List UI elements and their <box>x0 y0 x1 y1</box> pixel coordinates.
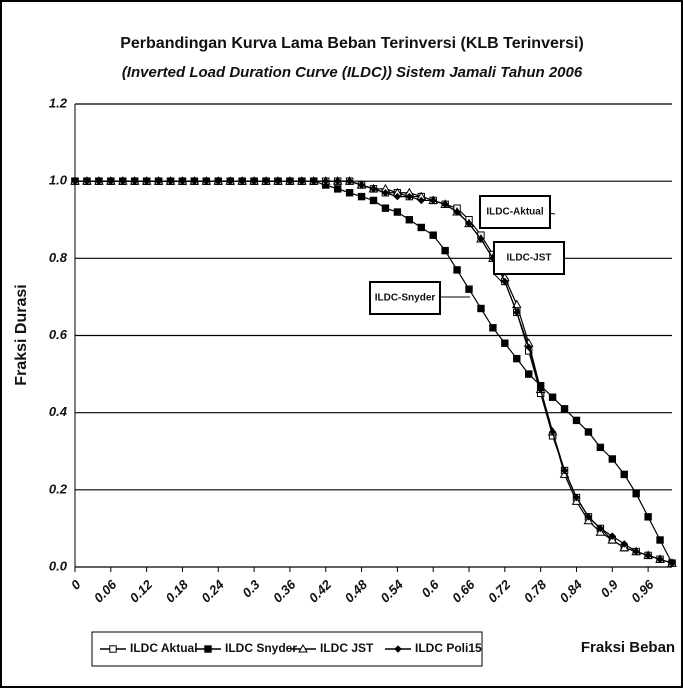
y-tick-label: 1.0 <box>49 173 68 188</box>
annotation: ILDC-Aktual <box>486 207 543 218</box>
legend-marker <box>205 646 211 652</box>
chart-subtitle: (Inverted Load Duration Curve (ILDC)) Si… <box>122 64 583 81</box>
y-tick-label: 0.0 <box>49 558 68 573</box>
annotation: ILDC-JST <box>507 253 552 264</box>
point <box>514 355 520 361</box>
point <box>394 209 400 215</box>
point <box>478 305 484 311</box>
point <box>502 340 508 346</box>
point <box>621 471 627 477</box>
point <box>633 490 639 496</box>
point <box>454 267 460 273</box>
point <box>573 417 579 423</box>
point <box>490 325 496 331</box>
point <box>609 456 615 462</box>
point <box>418 224 424 230</box>
point <box>346 190 352 196</box>
y-axis-label: Fraksi Durasi <box>13 284 30 385</box>
point <box>561 406 567 412</box>
point <box>382 205 388 211</box>
point <box>585 429 591 435</box>
legend-label: ILDC JST <box>320 641 374 655</box>
point <box>466 286 472 292</box>
point <box>370 197 376 203</box>
point <box>657 537 663 543</box>
chart-title: Perbandingan Kurva Lama Beban Terinversi… <box>120 35 584 52</box>
y-tick-label: 0.6 <box>49 327 68 342</box>
legend-label: ILDC Aktual <box>130 641 198 655</box>
point <box>645 514 651 520</box>
chart: Perbandingan Kurva Lama Beban Terinversi… <box>0 0 683 688</box>
legend-label: ILDC Poli15 <box>415 641 482 655</box>
point <box>597 444 603 450</box>
legend-marker <box>110 646 116 652</box>
y-tick-label: 1.2 <box>49 95 68 110</box>
legend-label: ILDC Snyder <box>225 641 297 655</box>
point <box>334 186 340 192</box>
annotation: ILDC-Snyder <box>375 293 436 304</box>
x-axis-label: Fraksi Beban <box>581 639 675 656</box>
point <box>358 193 364 199</box>
point <box>430 232 436 238</box>
point <box>442 247 448 253</box>
point <box>526 371 532 377</box>
point <box>406 217 412 223</box>
y-tick-label: 0.2 <box>49 481 68 496</box>
y-tick-label: 0.8 <box>49 250 68 265</box>
y-tick-label: 0.4 <box>49 404 68 419</box>
point <box>549 394 555 400</box>
